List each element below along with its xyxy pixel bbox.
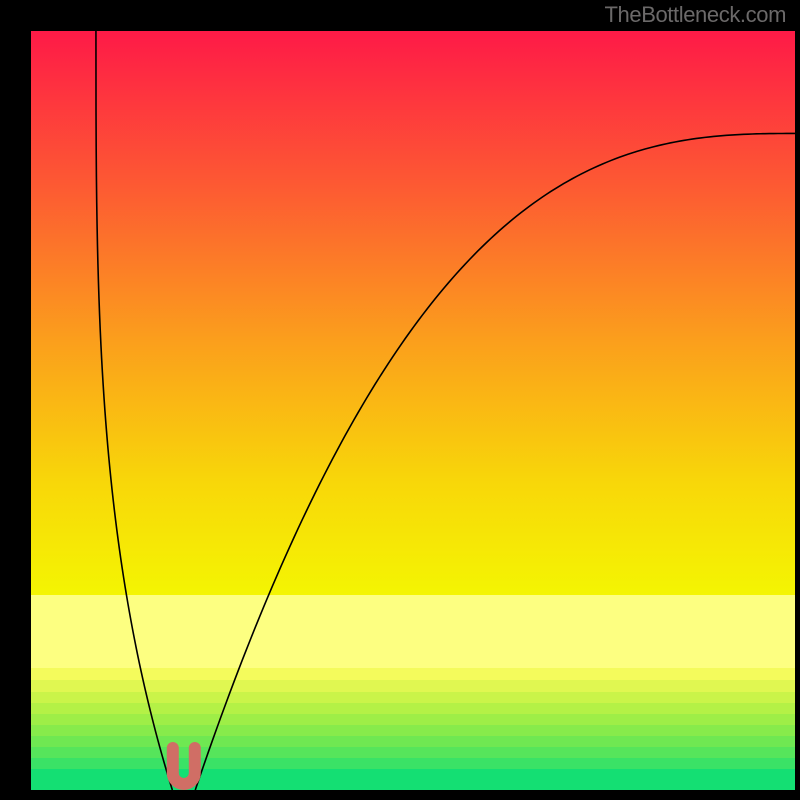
bottleneck-chart — [0, 0, 800, 800]
y-axis-bar — [0, 0, 31, 800]
x-axis-bar — [0, 790, 800, 800]
watermark-text: TheBottleneck.com — [604, 2, 786, 28]
heat-bands — [31, 31, 795, 790]
right-bar — [795, 0, 800, 800]
